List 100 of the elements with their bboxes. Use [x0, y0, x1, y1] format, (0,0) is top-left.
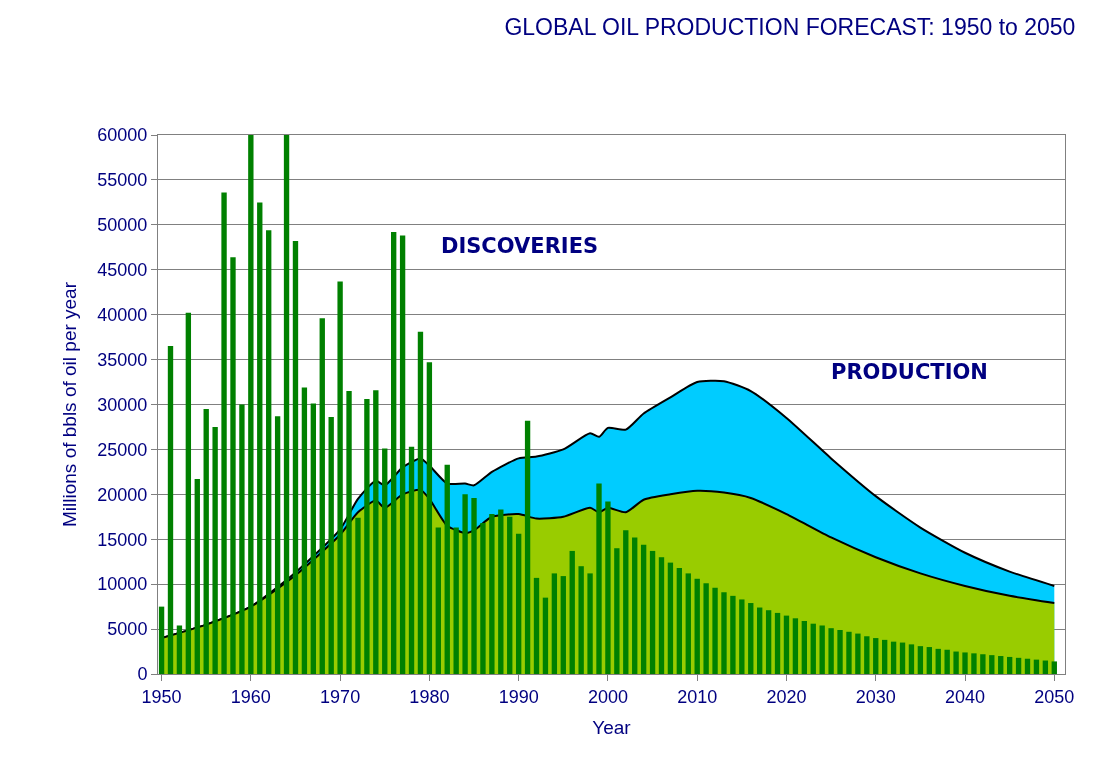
bar — [328, 417, 334, 674]
x-tick-label: 1970 — [320, 686, 361, 707]
x-tick-label: 1950 — [141, 686, 182, 707]
bar — [319, 318, 325, 674]
annotation: PRODUCTION — [831, 360, 988, 384]
bar — [337, 281, 343, 674]
y-tick-label: 5000 — [107, 619, 148, 640]
bar — [828, 628, 834, 674]
bar — [257, 202, 263, 674]
bar — [980, 654, 986, 674]
y-tick-label: 35000 — [97, 349, 148, 370]
bar — [703, 583, 709, 674]
bar — [899, 642, 906, 674]
bar — [444, 464, 450, 674]
bar — [167, 346, 174, 674]
y-tick-label: 40000 — [97, 304, 148, 325]
bar — [408, 446, 415, 674]
y-tick-label: 50000 — [97, 215, 148, 236]
bar — [346, 391, 352, 674]
x-tick-label: 2030 — [855, 686, 896, 707]
bar — [471, 497, 477, 674]
bar — [658, 557, 665, 674]
y-tick-label: 15000 — [97, 529, 148, 550]
bar — [649, 550, 656, 674]
bar — [712, 587, 718, 674]
bar — [355, 517, 361, 674]
bar — [417, 331, 424, 674]
bar — [399, 235, 406, 674]
bar — [730, 595, 736, 674]
bar — [926, 647, 932, 674]
bar — [783, 615, 790, 674]
bar — [640, 544, 647, 674]
y-tick-label: 0 — [137, 664, 148, 685]
bar — [765, 610, 772, 674]
x-tick-label: 1960 — [230, 686, 271, 707]
x-tick-label: 2040 — [945, 686, 986, 707]
bar — [453, 527, 459, 674]
bar — [989, 655, 995, 674]
bar — [667, 562, 674, 674]
y-axis-title: Millions of bbls of oil per year — [59, 281, 81, 527]
x-tick-label: 2020 — [766, 686, 807, 707]
bar — [569, 550, 575, 674]
bar — [1051, 661, 1057, 674]
bar — [391, 232, 397, 674]
y-tick-label: 10000 — [97, 574, 148, 595]
bar — [212, 426, 218, 674]
chart-title: GLOBAL OIL PRODUCTION FORECAST: 1950 to 2050 — [504, 14, 1076, 41]
bar — [801, 621, 807, 674]
bar — [953, 651, 959, 674]
y-tick-label: 20000 — [97, 484, 148, 505]
bar — [855, 633, 861, 674]
bar — [239, 404, 245, 674]
bar — [194, 479, 200, 674]
bar — [158, 606, 165, 674]
x-tick-label: 2050 — [1034, 686, 1075, 707]
bar — [596, 483, 602, 674]
annotation: DISCOVERIES — [441, 234, 599, 258]
bar — [578, 566, 584, 674]
x-tick-label: 1980 — [409, 686, 450, 707]
bar — [507, 516, 513, 674]
bar — [998, 656, 1004, 674]
bar — [605, 501, 611, 674]
x-tick-label: 1990 — [498, 686, 539, 707]
bar — [533, 577, 540, 674]
bar — [489, 514, 495, 674]
bar — [1033, 659, 1040, 674]
bar — [185, 312, 192, 674]
bar — [748, 603, 754, 674]
bar — [632, 537, 638, 674]
bar — [685, 573, 691, 674]
bar — [837, 629, 843, 674]
y-tick-label: 30000 — [97, 394, 148, 415]
y-tick-label: 55000 — [97, 170, 148, 191]
bar — [917, 646, 924, 674]
bar — [614, 548, 620, 674]
bar — [266, 230, 272, 674]
bar — [283, 135, 290, 674]
bar — [962, 652, 968, 674]
bar — [908, 644, 915, 674]
bar — [1024, 658, 1031, 674]
bar — [515, 533, 522, 674]
x-tick-label: 2010 — [677, 686, 718, 707]
bar — [498, 509, 504, 674]
bar — [873, 638, 879, 674]
bar — [774, 612, 781, 674]
bar — [301, 387, 308, 674]
bar — [944, 649, 950, 674]
bar — [382, 448, 388, 674]
bar — [435, 527, 441, 674]
y-tick-label: 45000 — [97, 260, 148, 281]
bar — [739, 599, 745, 674]
bar — [203, 408, 209, 674]
bar — [694, 578, 700, 674]
bar — [480, 523, 486, 674]
x-tick-label: 2000 — [587, 686, 628, 707]
bar — [364, 399, 370, 674]
bar — [792, 618, 799, 674]
bar — [881, 639, 888, 674]
bar — [310, 403, 317, 674]
bar — [230, 257, 236, 674]
